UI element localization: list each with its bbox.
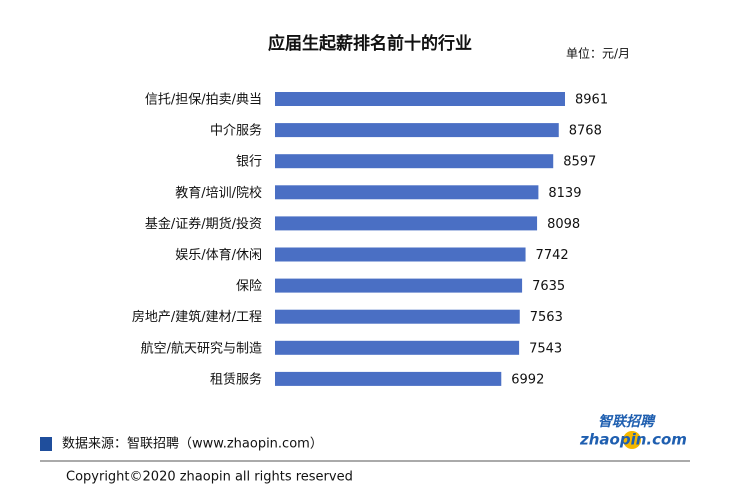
value-label: 7543 [529, 341, 562, 356]
bar [275, 92, 565, 106]
source-text: 数据来源：智联招聘（www.zhaopin.com） [62, 437, 323, 452]
copyright-text: Copyright©2020 zhaopin all rights reserv… [66, 470, 353, 485]
bar [275, 309, 520, 324]
bar [275, 247, 526, 262]
bar [275, 216, 538, 231]
category-label: 房地产/建筑/建材/工程 [132, 309, 262, 325]
value-label: 8597 [563, 155, 596, 170]
category-label: 中介服务 [210, 123, 262, 139]
category-label: 保险 [236, 279, 262, 294]
category-label: 娱乐/体育/休闲 [175, 247, 262, 263]
category-label: 教育/培训/院校 [175, 185, 262, 201]
value-label: 8961 [575, 93, 608, 108]
unit-label: 单位：元/月 [566, 46, 630, 61]
bar [275, 154, 554, 169]
value-label: 7635 [532, 279, 565, 294]
logo-en: zhaopin.com [579, 431, 687, 449]
bar [275, 185, 539, 200]
legend-square [40, 437, 52, 451]
value-label: 6992 [511, 372, 544, 387]
category-label: 航空/航天研究与制造 [141, 340, 262, 356]
logo-dot [623, 431, 641, 449]
logo-cn: 智联招聘 [598, 413, 656, 430]
chart-title: 应届生起薪排名前十的行业 [268, 33, 472, 54]
category-label: 信托/担保/拍卖/典当 [145, 93, 262, 108]
category-label: 银行 [236, 155, 262, 170]
bar [275, 371, 502, 386]
bar [275, 123, 559, 138]
value-label: 8098 [547, 217, 580, 232]
value-label: 7563 [530, 310, 563, 325]
category-label: 基金/证券/期货/投资 [145, 216, 262, 232]
bar [275, 340, 520, 355]
value-label: 8768 [569, 124, 602, 139]
value-label: 7742 [536, 248, 569, 263]
category-label: 租赁服务 [210, 371, 262, 387]
value-label: 8139 [548, 186, 581, 201]
bar [275, 278, 523, 293]
